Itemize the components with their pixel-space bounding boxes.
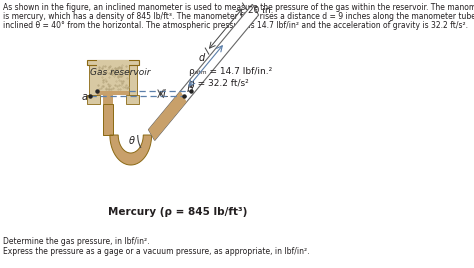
Text: d: d	[198, 53, 204, 63]
Bar	[89, 64, 97, 95]
Bar	[87, 60, 139, 65]
Bar	[87, 95, 100, 104]
Text: Gas reservoir: Gas reservoir	[91, 68, 151, 77]
Text: Mercury (ρ = 845 lb/ft³): Mercury (ρ = 845 lb/ft³)	[108, 207, 247, 217]
Polygon shape	[110, 135, 152, 165]
Text: inclined θ = 40° from the horizontal. The atmospheric pressure is 14.7 lbf/in² a: inclined θ = 40° from the horizontal. Th…	[3, 21, 468, 30]
Bar	[126, 95, 139, 104]
Text: b: b	[186, 84, 192, 94]
Bar	[103, 95, 113, 104]
Polygon shape	[148, 4, 259, 140]
Text: As shown in the figure, an inclined manometer is used to measure the pressure of: As shown in the figure, an inclined mano…	[3, 3, 474, 12]
Bar	[128, 64, 137, 95]
Bar	[97, 91, 128, 95]
Text: 20 in.: 20 in.	[247, 6, 273, 15]
Polygon shape	[148, 91, 187, 140]
Text: Determine the gas pressure, in lbf/in².: Determine the gas pressure, in lbf/in².	[3, 237, 149, 246]
Text: L: L	[163, 89, 168, 99]
Bar	[97, 60, 128, 91]
Text: ρₐₜₘ = 14.7 lbf/in.²: ρₐₜₘ = 14.7 lbf/in.²	[189, 67, 273, 76]
Text: g = 32.2 ft/s²: g = 32.2 ft/s²	[189, 79, 249, 88]
Text: θ: θ	[129, 136, 135, 146]
Text: is mercury, which has a density of 845 lb/ft³. The manometer fluid rises a dista: is mercury, which has a density of 845 l…	[3, 12, 474, 21]
Text: Express the pressure as a gage or a vacuum pressure, as appropriate, in lbf/in².: Express the pressure as a gage or a vacu…	[3, 247, 309, 256]
Bar	[103, 104, 113, 135]
Text: a: a	[82, 92, 88, 102]
